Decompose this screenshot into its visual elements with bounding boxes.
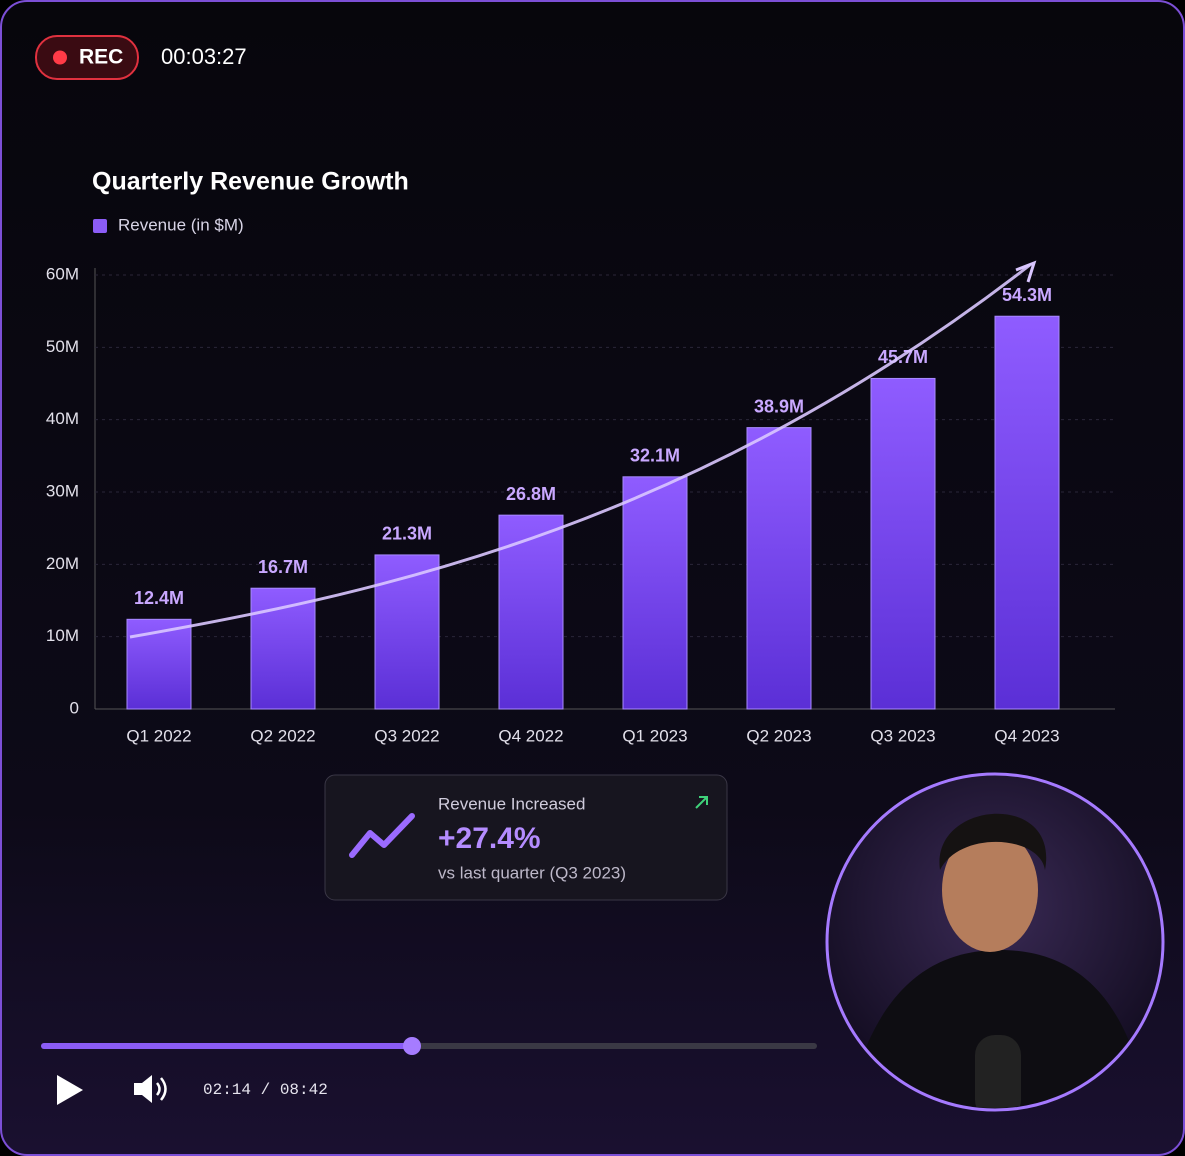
webcam [825, 772, 1165, 1112]
x-tick-label: Q1 2022 [126, 726, 191, 745]
kpi-icon [349, 813, 415, 858]
rec-badge [35, 35, 139, 80]
play-button[interactable] [57, 1075, 83, 1105]
y-tick-label: 20M [46, 554, 79, 573]
x-tick-label: Q3 2022 [374, 726, 439, 745]
legend-swatch [93, 219, 107, 233]
x-tick-label: Q4 2023 [994, 726, 1059, 745]
volume-button[interactable] [134, 1075, 167, 1103]
x-tick-label: Q4 2022 [498, 726, 563, 745]
value-label: 16.7M [258, 557, 308, 577]
bar [746, 427, 812, 710]
rec-dot [53, 50, 67, 65]
kpi-up-arrow [695, 796, 708, 809]
legend-label: Revenue (in $M) [118, 215, 244, 234]
x-tick-label: Q2 2023 [746, 726, 811, 745]
chart-title: Quarterly Revenue Growth [92, 168, 409, 196]
trend-arrow [1015, 260, 1037, 283]
y-tick-label: 40M [46, 409, 79, 428]
y-tick-label: 30M [46, 481, 79, 500]
bar [498, 514, 564, 710]
player-time: 02:14 / 08:42 [203, 1081, 328, 1099]
plot: 0 10M 20M 30M 40M 50M 60M Q1 2022 12.4M Q2 2022 16… [46, 264, 1115, 745]
value-label: 38.9M [754, 396, 804, 416]
value-label: 12.4M [134, 588, 184, 608]
y-tick-label: 50M [46, 337, 79, 356]
rec-timer: 00:03:27 [161, 44, 247, 69]
trend-curve [129, 263, 1031, 639]
kpi-value: +27.4% [438, 822, 541, 855]
webcam-feed [845, 813, 1150, 1108]
value-label: 26.8M [506, 484, 556, 504]
kpi-card [324, 774, 728, 901]
bar [622, 476, 688, 710]
x-tick-label: Q1 2023 [622, 726, 687, 745]
progress-fill [41, 1043, 412, 1049]
bar [994, 315, 1060, 710]
bar [374, 554, 440, 710]
value-label: 45.7M [878, 347, 928, 367]
bar [870, 377, 936, 710]
y-tick-label: 0 [70, 698, 79, 717]
x-tick-label: Q3 2023 [870, 726, 935, 745]
kpi-title: Revenue Increased [438, 794, 585, 813]
value-label: 32.1M [630, 446, 680, 466]
kpi-note: vs last quarter (Q3 2023) [438, 863, 626, 882]
x-tick-label: Q2 2022 [250, 726, 315, 745]
value-label: 54.3M [1002, 285, 1052, 305]
y-tick-label: 10M [46, 626, 79, 645]
progress-knob[interactable] [403, 1037, 421, 1055]
y-tick-label: 60M [46, 264, 79, 283]
value-label: 21.3M [382, 524, 432, 544]
rec-label: REC [79, 46, 123, 69]
